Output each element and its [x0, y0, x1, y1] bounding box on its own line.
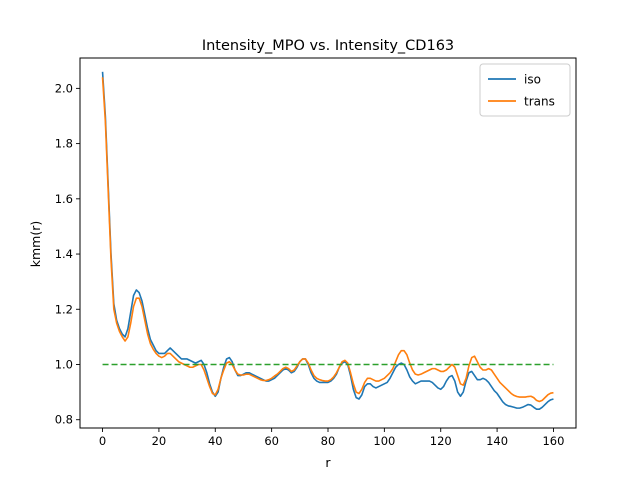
y-tick-label: 1.0: [55, 357, 73, 371]
series-line-iso: [101, 71, 554, 411]
axes-background: [80, 58, 576, 428]
x-tick-label: 160: [542, 434, 564, 448]
x-tick-label: 60: [264, 434, 279, 448]
x-tick-label: 40: [208, 434, 223, 448]
y-tick-label: 1.8: [55, 137, 73, 151]
legend-box: [479, 63, 571, 117]
x-axis-label: r: [325, 455, 331, 470]
legend-label-trans: trans: [524, 95, 555, 109]
y-tick-label: 1.4: [55, 247, 73, 261]
x-axis: 0 20 40 60 80 100 120 140 160: [99, 428, 564, 448]
y-tick-label: 1.6: [55, 192, 73, 206]
plot-area: [79, 57, 577, 429]
y-tick-label: 2.0: [55, 81, 73, 95]
x-tick-label: 120: [430, 434, 452, 448]
legend: iso trans: [479, 63, 571, 117]
series-layer: [101, 71, 554, 411]
x-tick-label: 20: [152, 434, 167, 448]
x-tick-label: 80: [321, 434, 336, 448]
x-tick-label: 100: [373, 434, 395, 448]
y-axis-label: kmm(r): [28, 221, 43, 267]
chart-title: Intensity_MPO vs. Intensity_CD163: [202, 38, 454, 54]
y-axis: 0.8 1.0 1.2 1.4 1.6 1.8 2.0: [55, 81, 80, 427]
x-tick-label: 0: [99, 434, 106, 448]
legend-label-iso: iso: [524, 73, 541, 87]
y-tick-label: 0.8: [55, 413, 73, 427]
x-tick-label: 140: [486, 434, 508, 448]
y-tick-label: 1.2: [55, 302, 73, 316]
series-line-trans: [101, 77, 554, 403]
